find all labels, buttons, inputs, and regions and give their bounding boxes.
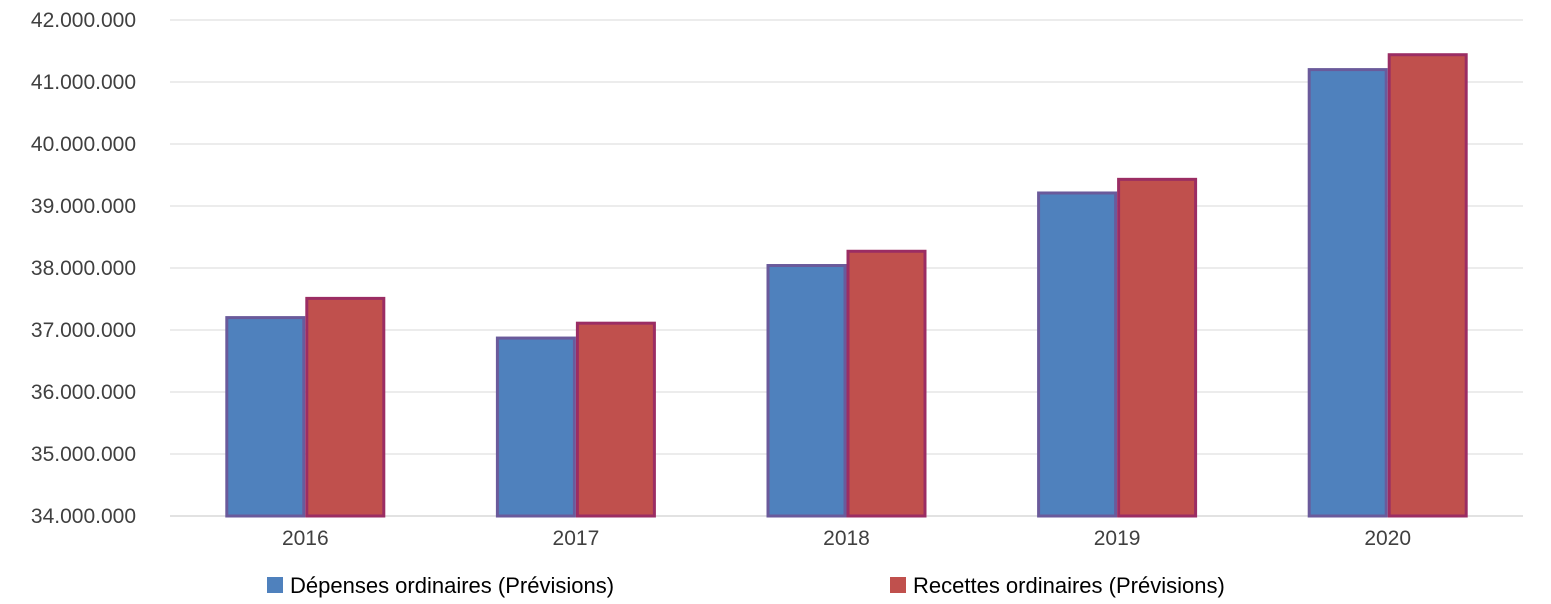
y-tick-label: 40.000.000 [31, 133, 136, 156]
bar-recettes-2019 [1117, 177, 1198, 518]
y-tick-label: 35.000.000 [31, 443, 136, 466]
legend-swatch [267, 577, 283, 593]
bars [225, 53, 1468, 518]
x-axis-tick-labels: 2016 2017 2018 2019 2020 [282, 527, 1411, 550]
x-tick-label: 2019 [1094, 527, 1141, 550]
bar-depenses-2017 [495, 336, 576, 518]
bar-recettes-2016 [305, 296, 386, 518]
bar-recettes-2020 [1387, 53, 1468, 518]
y-tick-label: 34.000.000 [31, 505, 136, 528]
bar-recettes-2018 [846, 249, 927, 518]
x-tick-label: 2016 [282, 527, 329, 550]
y-tick-label: 39.000.000 [31, 195, 136, 218]
y-tick-label: 38.000.000 [31, 257, 136, 280]
x-tick-label: 2018 [823, 527, 870, 550]
y-tick-label: 36.000.000 [31, 381, 136, 404]
bar-depenses-2018 [766, 264, 847, 518]
legend: Dépenses ordinaires (Prévisions) Recettes… [267, 573, 1225, 598]
bar-recettes-2017 [575, 321, 656, 518]
bar-depenses-2019 [1037, 191, 1118, 518]
bar-depenses-2020 [1307, 68, 1388, 518]
y-tick-label: 42.000.000 [31, 9, 136, 32]
y-tick-label: 41.000.000 [31, 71, 136, 94]
legend-swatch [890, 577, 906, 593]
y-tick-label: 37.000.000 [31, 319, 136, 342]
legend-label: Dépenses ordinaires (Prévisions) [290, 573, 614, 598]
legend-label: Recettes ordinaires (Prévisions) [913, 573, 1225, 598]
y-axis-tick-labels: 34.000.000 35.000.000 36.000.000 37.000.000… [31, 9, 136, 528]
x-tick-label: 2020 [1364, 527, 1411, 550]
bar-depenses-2016 [225, 316, 306, 518]
x-tick-label: 2017 [553, 527, 600, 550]
